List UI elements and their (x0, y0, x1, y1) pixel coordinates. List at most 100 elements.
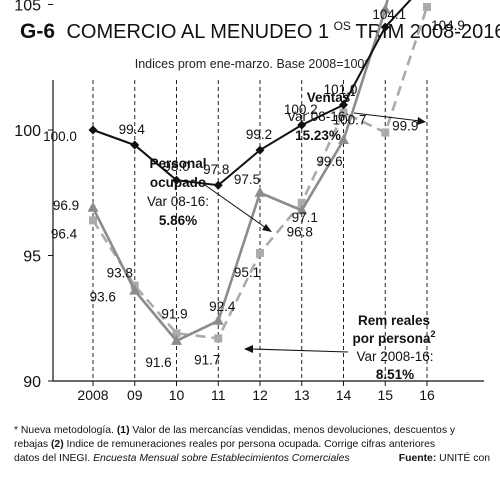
data-label-personal: 100.0 (43, 129, 77, 144)
data-label-ventas: 91.6 (145, 355, 171, 370)
y-tick-label: 95 (23, 249, 41, 266)
footnote-line3: datos del INEGI. (14, 453, 94, 464)
series-point-ventas (254, 186, 266, 197)
data-label-rem: 104.9 (431, 18, 465, 33)
series-point-rem (214, 334, 223, 343)
annotation-personal-arrow (204, 184, 267, 229)
annotation-ventas-value: 15.23% (295, 128, 341, 143)
annotation-rem-sup: 2 (431, 329, 436, 339)
series-point-personal (255, 145, 265, 155)
annotation-ventas-arrow (353, 112, 421, 122)
series-line-ventas (91, 0, 389, 343)
data-label-ventas: 99.6 (316, 154, 342, 169)
data-label-ventas: 93.6 (90, 290, 116, 305)
annotation-ventas-line: Var 08-16: (287, 109, 349, 124)
y-tick-label: 105 (14, 0, 41, 15)
annotation-ventas-title: Ventas1 (307, 88, 356, 105)
data-label-personal: 101.0 (324, 82, 358, 97)
series (87, 0, 431, 345)
x-tick-label: 13 (294, 387, 310, 403)
data-label-personal: 104.1 (372, 7, 406, 22)
annotation-rem-arrowhead (244, 345, 253, 353)
data-label-ventas: 104.8 (346, 0, 380, 2)
series-point-rem (381, 128, 390, 137)
x-tick-label: 16 (419, 387, 435, 403)
data-label-personal: 99.2 (246, 127, 272, 142)
data-label-rem: 100.7 (333, 112, 367, 127)
series-point-ventas (212, 314, 224, 325)
x-tick-label: 12 (252, 387, 268, 403)
annotation-ventas-sup: 1 (350, 88, 355, 98)
series-point-ventas (338, 134, 349, 145)
series-point-personal (130, 140, 140, 150)
y-tick-label: 90 (23, 374, 41, 391)
data-label-ventas: 96.9 (53, 198, 79, 213)
series-point-rem (297, 198, 306, 207)
data-label-personal: 99.4 (119, 122, 146, 137)
data-label-rem: 91.9 (161, 306, 187, 321)
figure-id: G-6 (20, 20, 55, 43)
footnote-n2: (2) (50, 439, 64, 450)
annotation-rem-line: Var 2008-16: (356, 349, 433, 364)
series-point-ventas (129, 284, 141, 295)
x-tick-label: 14 (336, 387, 352, 403)
chart-subtitle: Indices prom ene-marzo. Base 2008=100* (135, 57, 370, 71)
footnote-t1: Valor de las mercancías vendidas, menos … (14, 425, 456, 450)
annotation-ventas-title-text: Ventas (307, 90, 351, 105)
annotation-personal-title2: ocupado (150, 175, 206, 190)
series-point-rem (172, 329, 181, 338)
footnote-source-label: Fuente: (398, 453, 437, 464)
series-point-ventas (379, 3, 391, 14)
series-point-rem (89, 216, 97, 225)
figure-title: G-6 COMERCIO AL MENUDEO 1 OS TRIM 2008-2… (20, 17, 500, 43)
series-point-rem (256, 248, 264, 257)
annotation-personal-arrowhead (262, 224, 272, 232)
y-tick-label: 100 (14, 123, 41, 140)
footnote-source: Fuente: UNITÉ con (399, 452, 490, 466)
series-point-ventas (87, 201, 99, 212)
footnote-source-text: UNITÉ con (436, 453, 490, 464)
data-label-ventas: 97.5 (234, 172, 260, 187)
annotation-rem-value: 8.51% (376, 367, 414, 382)
footnote-n1: (1) (116, 425, 130, 436)
data-label-rem: 95.1 (234, 265, 260, 280)
data-label-rem: 96.4 (51, 226, 78, 241)
series-point-rem (423, 3, 431, 12)
axes: 909510010511020080910111213141516 (14, 0, 484, 403)
x-tick-label: 10 (169, 387, 185, 403)
data-label-personal: 100.2 (284, 102, 318, 117)
figure-title-sup: OS (334, 19, 351, 33)
x-tick-label: 15 (377, 387, 393, 403)
series-point-personal (297, 120, 307, 130)
footnote-star: * Nueva metodología. (14, 425, 114, 436)
data-label-rem: 97.1 (292, 210, 318, 225)
footnote-line3-italic: Encuesta Mensual sobre Establecimientos … (93, 453, 350, 464)
annotations: Ventas1 Var 08-16: 15.23% Personal ocupado Va… (147, 88, 436, 382)
data-label-ventas: 96.8 (287, 224, 313, 239)
data-label-personal: 98.0 (163, 159, 189, 174)
data-label-personal: 97.8 (203, 162, 229, 177)
footnote: * Nueva metodología. (1) Valor de las me… (14, 424, 490, 466)
data-label-ventas: 92.4 (209, 299, 236, 314)
x-tick-label: 2008 (77, 387, 108, 403)
series-point-personal (213, 180, 223, 190)
annotation-personal-line: Var 08-16: (147, 194, 209, 209)
series-point-personal (88, 125, 98, 135)
series-point-personal (380, 22, 390, 32)
annotation-rem-title2: por persona2 (352, 329, 435, 346)
annotation-ventas-arrowhead (417, 117, 426, 125)
x-tick-label: 11 (211, 387, 226, 403)
annotation-rem-arrow (251, 348, 349, 353)
figure-title-main: COMERCIO AL MENUDEO 1 (66, 21, 329, 43)
annotation-personal-value: 5.86% (159, 213, 197, 228)
series-point-rem (339, 108, 348, 117)
data-labels: 100.099.498.097.899.2100.2101.0104.1105.… (43, 0, 465, 370)
footnote-t2: Indice de remuneraciones reales por pers… (63, 439, 436, 450)
x-tick-label: 09 (127, 387, 143, 403)
series-point-ventas (171, 334, 182, 345)
figure-title-tail: TRIM 2008-2016 (355, 21, 500, 43)
annotation-personal-title: Personal (149, 156, 206, 171)
data-label-rem: 91.7 (194, 352, 220, 367)
data-label-rem: 99.9 (392, 119, 418, 134)
